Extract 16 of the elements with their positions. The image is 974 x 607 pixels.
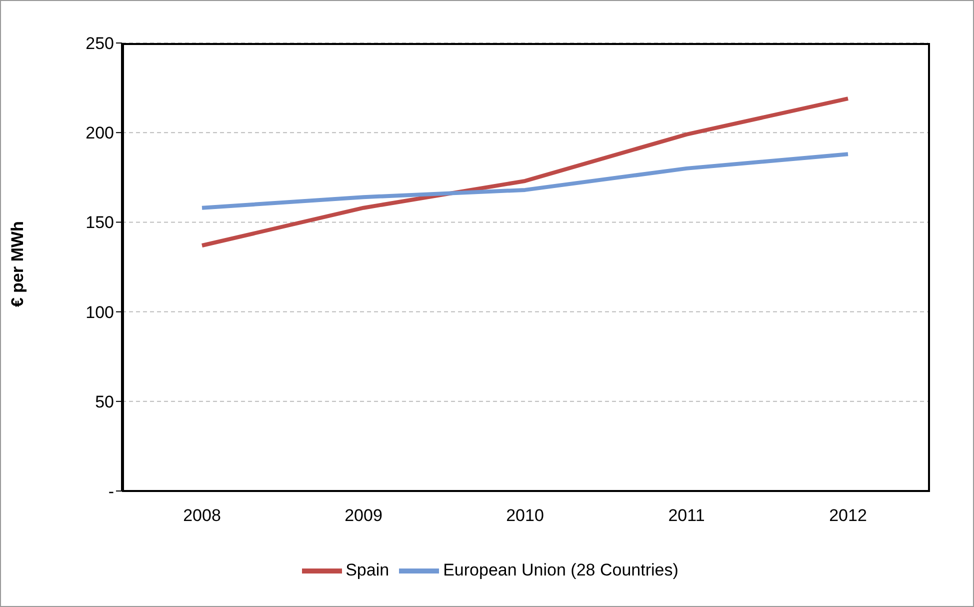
line-series xyxy=(200,96,850,248)
x-tick-label: 2009 xyxy=(344,506,382,526)
y-tick-label: 50 xyxy=(95,392,114,412)
y-tick-label: - xyxy=(108,482,114,502)
x-tick-label: 2008 xyxy=(183,506,221,526)
x-tick-label: 2010 xyxy=(506,506,544,526)
y-tick-label: 100 xyxy=(86,302,114,322)
x-tick-label: 2012 xyxy=(829,506,867,526)
y-tick-label: 250 xyxy=(86,34,114,54)
y-tick-label: 200 xyxy=(86,124,114,143)
legend-label: Spain xyxy=(346,560,390,580)
x-tick-label: 2011 xyxy=(668,506,705,526)
line-series xyxy=(200,152,850,210)
y-axis-title: € per MWh xyxy=(8,221,28,307)
legend-label: European Union (28 Countries) xyxy=(443,560,678,580)
y-tick-label: 150 xyxy=(86,213,114,232)
